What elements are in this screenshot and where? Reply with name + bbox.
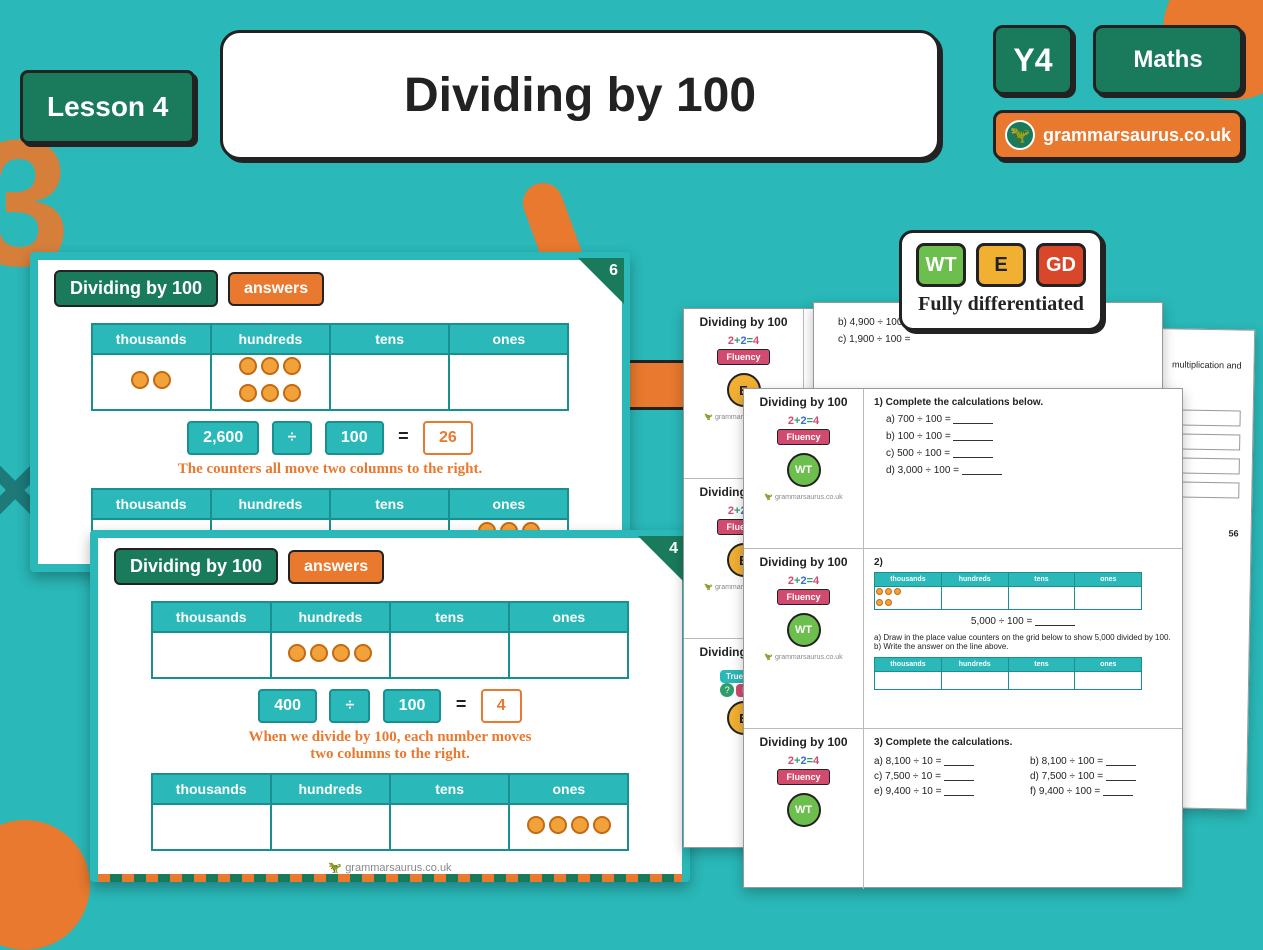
pv-cell [509, 632, 628, 678]
site-label: grammarsaurus.co.uk [1043, 125, 1231, 146]
logo-icon: 🦖 [1005, 120, 1035, 150]
subject-badge: Maths [1093, 25, 1243, 95]
place-value-table: thousandshundredstensones [91, 323, 570, 411]
ws-item: a) 8,100 ÷ 10 = [874, 756, 1016, 767]
ws-item: d) 7,500 ÷ 100 = [1030, 771, 1172, 782]
ws-item: a) 700 ÷ 100 = [886, 414, 1172, 425]
ws-item: b) 8,100 ÷ 100 = [1030, 756, 1172, 767]
pv-cell [271, 804, 390, 850]
hint-text: When we divide by 100, each number moves… [98, 729, 682, 763]
pv-cell [390, 632, 509, 678]
title-panel: Dividing by 100 [220, 30, 940, 160]
pv-cell [152, 804, 271, 850]
worksheet-wt: Dividing by 100 2+2=4 Fluency WT 🦖 gramm… [743, 388, 1183, 888]
level-chip-wt: WT [916, 243, 966, 287]
pv-cell [390, 804, 509, 850]
slide-footer-logo: 🦖 grammarsaurus.co.uk [98, 861, 682, 874]
mini-place-value-table: thousandshundredstensones [874, 572, 1142, 610]
ws-item: f) 9,400 ÷ 100 = [1030, 786, 1172, 797]
page-corner: 4 [638, 536, 684, 582]
calculation-row: 2,600 ÷ 100 = 26 [38, 421, 622, 455]
level-chip-gd: GD [1036, 243, 1086, 287]
ws-item: d) 3,000 ÷ 100 = [886, 465, 1172, 476]
place-value-table-result: thousandshundredstensones [151, 773, 630, 851]
ws-instruction: a) Draw in the place value counters on t… [874, 633, 1172, 642]
slide-title: Dividing by 100 [54, 270, 218, 307]
ws-question: 1) Complete the calculations below. [874, 397, 1172, 408]
differentiation-badge: WT E GD Fully differentiated [899, 230, 1103, 331]
ws-item: c) 500 ÷ 100 = [886, 448, 1172, 459]
pv-cell [211, 354, 330, 410]
ws-item: e) 9,400 ÷ 10 = [874, 786, 1016, 797]
page-corner: 6 [578, 258, 624, 304]
year-badge: Y4 [993, 25, 1073, 95]
lesson-label: Lesson 4 [47, 91, 168, 122]
pv-cell [449, 354, 568, 410]
slide-border-decor [98, 874, 682, 882]
slide-card-4: 4 Dividing by 100 answers thousandshundr… [90, 530, 690, 882]
slide-title: Dividing by 100 [114, 548, 278, 585]
ws-question: 3) Complete the calculations. [874, 737, 1172, 748]
pv-cell [875, 587, 942, 610]
ws-item: b) 100 ÷ 100 = [886, 431, 1172, 442]
pv-cell [92, 354, 211, 410]
ws-item: c) 1,900 ÷ 100 = [838, 334, 1150, 345]
differentiation-label: Fully differentiated [916, 293, 1086, 316]
hint-text: The counters all move two columns to the… [38, 461, 622, 478]
answers-badge: answers [228, 272, 324, 306]
calculation-row: 400 ÷ 100 = 4 [98, 689, 682, 723]
site-badge: 🦖 grammarsaurus.co.uk [993, 110, 1243, 160]
level-chip-e: E [976, 243, 1026, 287]
fluency-eq: 2+2=4 [690, 335, 797, 347]
slide-card-6: 6 Dividing by 100 answers thousandshundr… [30, 252, 630, 572]
pv-cell [152, 632, 271, 678]
pv-cell [330, 354, 449, 410]
page-title: Dividing by 100 [404, 68, 756, 123]
place-value-table: thousandshundredstensones [151, 601, 630, 679]
lesson-badge: Lesson 4 [20, 70, 195, 144]
level-chip-wt: WT [787, 453, 821, 487]
bg-decor [0, 820, 90, 950]
pv-cell [271, 632, 390, 678]
ws-item: c) 7,500 ÷ 10 = [874, 771, 1016, 782]
answers-badge: answers [288, 550, 384, 584]
pv-cell [509, 804, 628, 850]
ws-instruction: b) Write the answer on the line above. [874, 642, 1172, 651]
